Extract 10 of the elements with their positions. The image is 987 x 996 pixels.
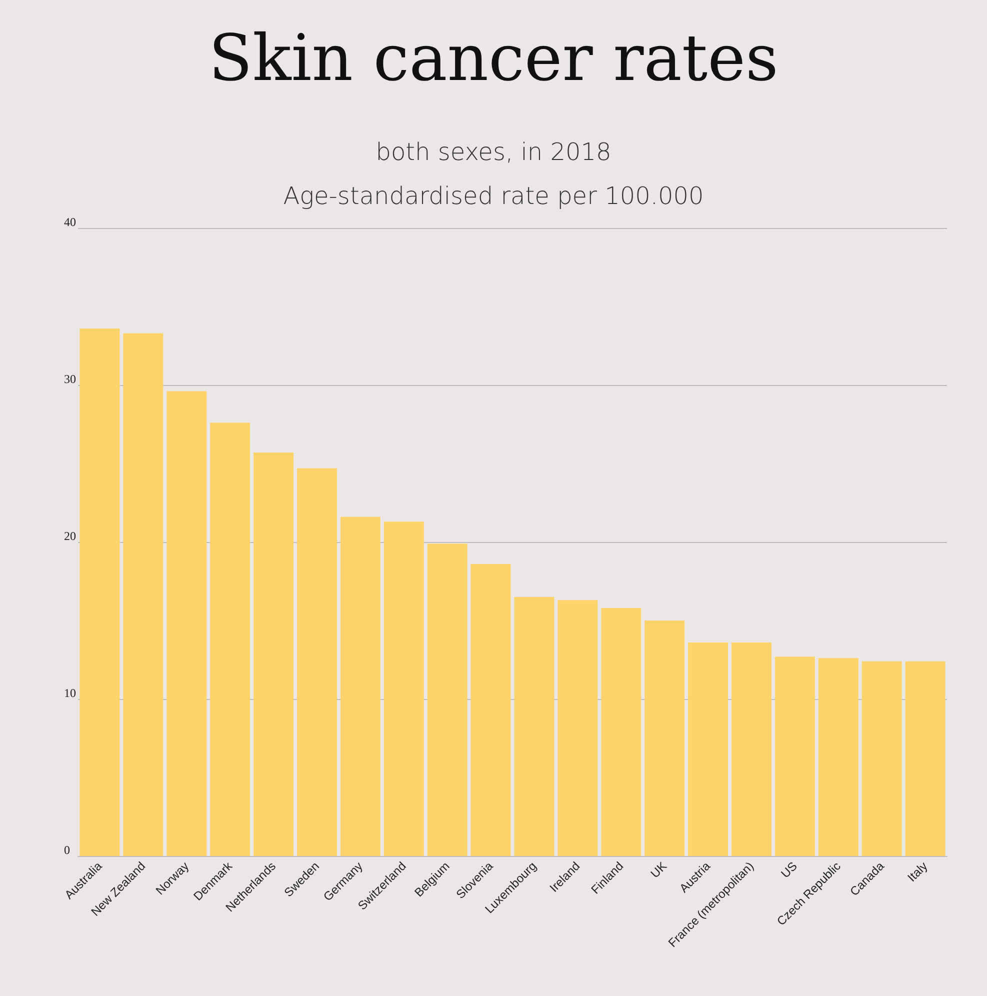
x-tick-label: UK <box>648 859 670 881</box>
chart-subtitle: both sexes, in 2018 Age-standardised rate per 100.000 <box>283 138 704 210</box>
chart-title: Skin cancer rates <box>208 22 778 96</box>
y-tick-label: 30 <box>64 372 76 386</box>
y-tick-label: 20 <box>64 529 76 543</box>
y-tick-label: 0 <box>64 843 70 857</box>
y-tick-label: 10 <box>64 686 76 700</box>
x-tick-label: US <box>778 859 800 881</box>
x-tick-label: Italy <box>904 859 930 884</box>
y-tick-label: 40 <box>64 215 76 229</box>
